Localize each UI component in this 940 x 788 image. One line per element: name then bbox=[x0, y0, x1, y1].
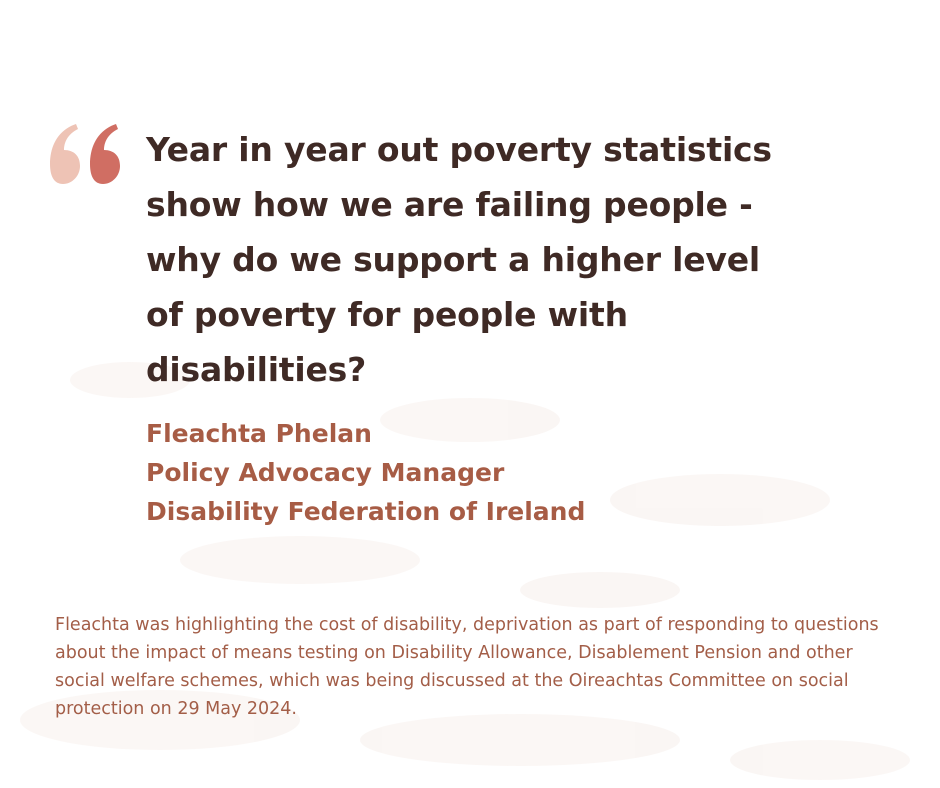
speaker-role: Policy Advocacy Manager bbox=[146, 458, 505, 487]
context-paragraph: Fleachta was highlighting the cost of di… bbox=[55, 615, 879, 719]
open-quote-icon bbox=[50, 124, 120, 184]
speaker-organisation: Disability Federation of Ireland bbox=[146, 497, 586, 526]
quote-text: Year in year out poverty statistics show… bbox=[146, 130, 772, 389]
speaker-name: Fleachta Phelan bbox=[146, 419, 372, 448]
attribution-block: Fleachta Phelan Policy Advocacy Manager … bbox=[146, 414, 846, 531]
